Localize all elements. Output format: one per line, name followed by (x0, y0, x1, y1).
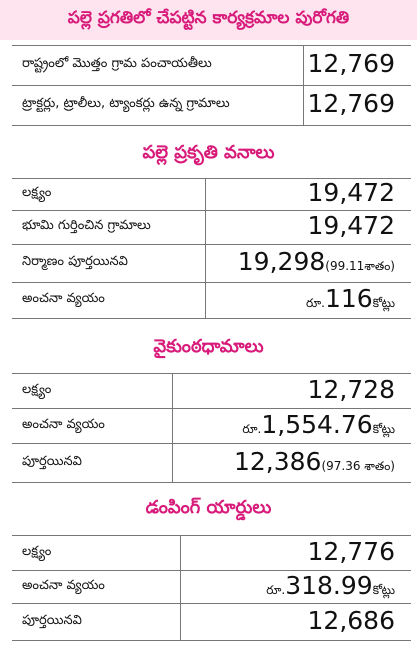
row-line (12, 125, 411, 126)
section-heading: వైకుంఠధామాలు (153, 336, 264, 357)
row-value: రూ. 116 కోట్లు (306, 284, 395, 316)
column-divider (172, 373, 173, 482)
row-value: 12,728 (308, 375, 395, 407)
column-divider (180, 535, 181, 640)
row-line (12, 210, 411, 211)
row-value: 19,472 (308, 178, 395, 210)
row-value: 19,472 (308, 211, 395, 243)
row-line (12, 603, 411, 604)
row-line (12, 178, 411, 179)
row-value: 12,686 (308, 606, 395, 638)
value-part: రూ. (242, 421, 262, 436)
row-label: లక్ష్యం (22, 185, 52, 200)
value-part: 12,769 (307, 89, 395, 118)
value-part: 116 (324, 284, 373, 313)
row-label: లక్ష్యం (22, 543, 52, 559)
value-part: 19,472 (307, 211, 395, 240)
value-part: కోట్లు (372, 296, 395, 310)
value-part: 12,776 (307, 536, 395, 566)
value-part: (99.11శాతం) (325, 259, 395, 273)
row-value: 12,386 (97.36 శాతం) (234, 447, 395, 479)
row-label: రాష్ట్రంలో మొత్తం గ్రామ పంచాయతీలు (22, 56, 212, 71)
row-line (12, 85, 411, 86)
row-line (12, 443, 411, 444)
row-line (12, 535, 411, 536)
column-divider (205, 178, 206, 318)
row-line (12, 282, 411, 283)
value-part: 12,686 (307, 605, 395, 635)
section-heading: పల్లె ప్రకృతి వనాలు (142, 142, 275, 163)
row-label: లక్ష్యం (22, 381, 52, 397)
row-label: పూర్తయినవి (22, 453, 82, 469)
row-label: అంచనా వ్యయం (22, 416, 105, 432)
title: పల్లె ప్రగతిలో చేపట్టిన కార్యక్రమాల పురో… (0, 0, 417, 40)
row-label: పూర్తయినవి (22, 612, 82, 628)
row-line (12, 373, 411, 374)
row-label: అంచనా వ్యయం (22, 291, 105, 306)
value-part: 318.99 (285, 570, 373, 600)
value-part: రూ. (266, 582, 286, 597)
row-value: 12,769 (308, 49, 395, 81)
row-value: 12,769 (308, 89, 395, 121)
value-part: కోట్లు (372, 421, 395, 436)
value-part: 19,472 (307, 178, 395, 207)
row-line (12, 318, 411, 319)
section-heading: డంపింగ్ యార్డులు (145, 497, 272, 518)
row-value: 19,298 (99.11శాతం) (238, 247, 395, 279)
row-line (12, 408, 411, 409)
value-part: 19,298 (237, 247, 326, 276)
row-label: నిర్మాణం పూర్తయినవి (22, 254, 128, 269)
row-value: రూ. 1,554.76 కోట్లు (242, 410, 395, 442)
value-part: 12,386 (233, 446, 322, 476)
row-value: 12,776 (308, 537, 395, 569)
value-part: 1,554.76 (261, 409, 373, 439)
value-part: (97.36 శాతం) (321, 458, 395, 473)
row-label: ట్రాక్టర్లు, ట్రాలీలు, ట్యాంకర్లు ఉన్న గ… (22, 96, 230, 111)
row-line (12, 640, 411, 641)
row-label: భూమి గుర్తించిన గ్రామాలు (22, 218, 151, 233)
value-part: 12,728 (307, 374, 395, 404)
value-part: 12,769 (307, 49, 395, 78)
row-line (12, 45, 411, 46)
row-value: రూ. 318.99 కోట్లు (266, 571, 395, 603)
row-line (12, 570, 411, 571)
row-line (12, 482, 411, 483)
value-part: రూ. (306, 296, 325, 310)
value-part: కోట్లు (372, 582, 395, 597)
row-line (12, 244, 411, 245)
row-label: అంచనా వ్యయం (22, 577, 105, 593)
